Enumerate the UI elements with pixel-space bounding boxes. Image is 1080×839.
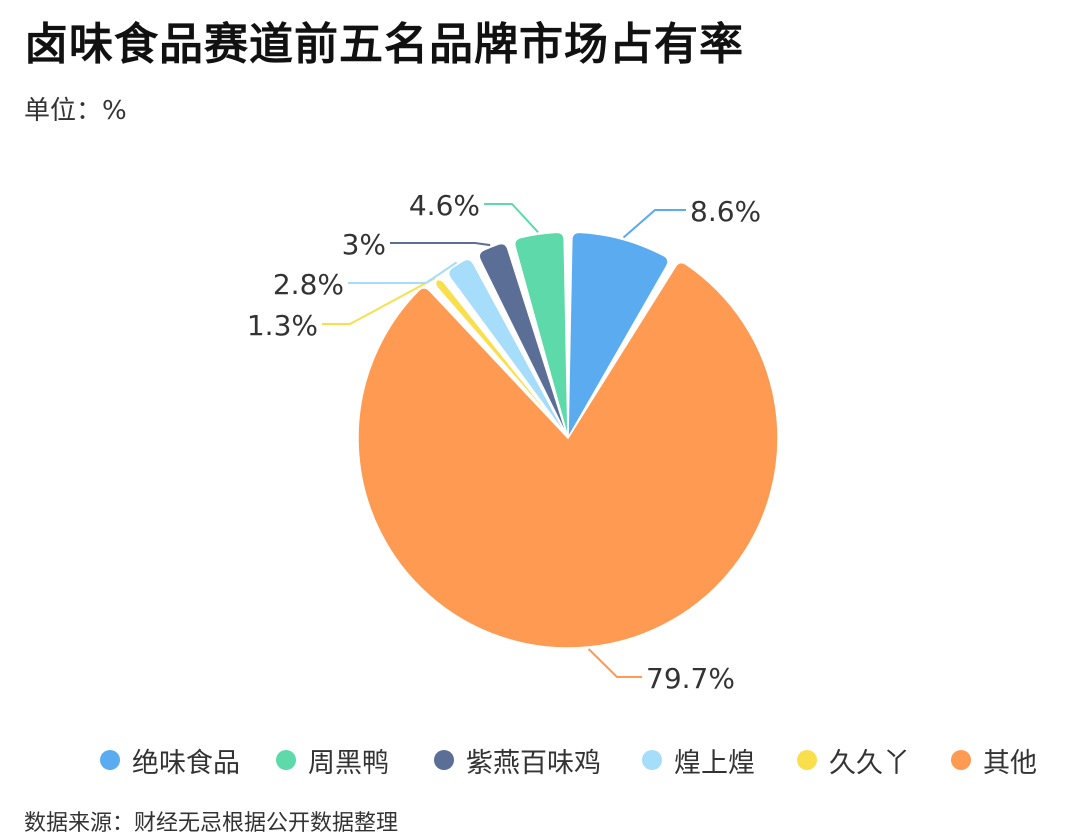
unit-label: 单位：% <box>24 96 127 126</box>
data-label-1: 8.6% <box>690 195 761 228</box>
legend-dot-icon <box>434 750 454 770</box>
data-label-4: 2.8% <box>273 268 344 301</box>
pie-slice-5[interactable] <box>478 242 569 439</box>
legend-item-huangshanghuang[interactable]: 煌上煌 <box>642 740 755 780</box>
pie-slice-1[interactable] <box>567 231 669 439</box>
data-label-6: 4.6% <box>409 189 480 222</box>
data-label-3: 1.3% <box>247 309 318 342</box>
data-source-note: 数据来源：财经无忌根据公开数据整理 <box>24 811 399 836</box>
leader-line-1 <box>622 209 686 239</box>
legend-label: 周黑鸭 <box>308 747 389 779</box>
legend-dot-icon <box>951 750 971 770</box>
data-label-2: 79.7% <box>646 662 735 695</box>
legend-label: 久久丫 <box>829 747 910 779</box>
data-label-5: 3% <box>342 228 386 261</box>
legend-dot-icon <box>797 750 817 770</box>
leader-line-3 <box>322 277 436 325</box>
legend-label: 煌上煌 <box>674 747 755 779</box>
legend-label: 紫燕百味鸡 <box>466 747 601 779</box>
leader-line-6 <box>484 203 539 233</box>
legend-item-zhouheiya[interactable]: 周黑鸭 <box>276 740 389 780</box>
legend-item-jiujiuya[interactable]: 久久丫 <box>797 740 910 780</box>
legend-dot-icon <box>276 750 296 770</box>
legend-dot-icon <box>100 750 120 770</box>
chart-title: 卤味食品赛道前五名品牌市场占有率 <box>24 19 744 70</box>
pie-slice-3[interactable] <box>433 276 569 439</box>
legend-item-juewei[interactable]: 绝味食品 <box>100 740 240 780</box>
pie-slice-2[interactable] <box>357 261 779 649</box>
legend-item-other[interactable]: 其他 <box>951 740 1037 780</box>
legend-item-ziyan[interactable]: 紫燕百味鸡 <box>434 740 601 780</box>
chart-legend: 绝味食品 周黑鸭 紫燕百味鸡 煌上煌 久久丫 其他 <box>0 740 1080 780</box>
legend-label: 绝味食品 <box>132 747 240 779</box>
legend-label: 其他 <box>983 747 1037 779</box>
leader-line-5 <box>390 242 491 247</box>
pie-slice-4[interactable] <box>447 258 569 439</box>
leader-line-4 <box>348 261 458 284</box>
leader-line-2 <box>587 648 642 678</box>
legend-dot-icon <box>642 750 662 770</box>
pie-slice-6[interactable] <box>514 231 569 439</box>
